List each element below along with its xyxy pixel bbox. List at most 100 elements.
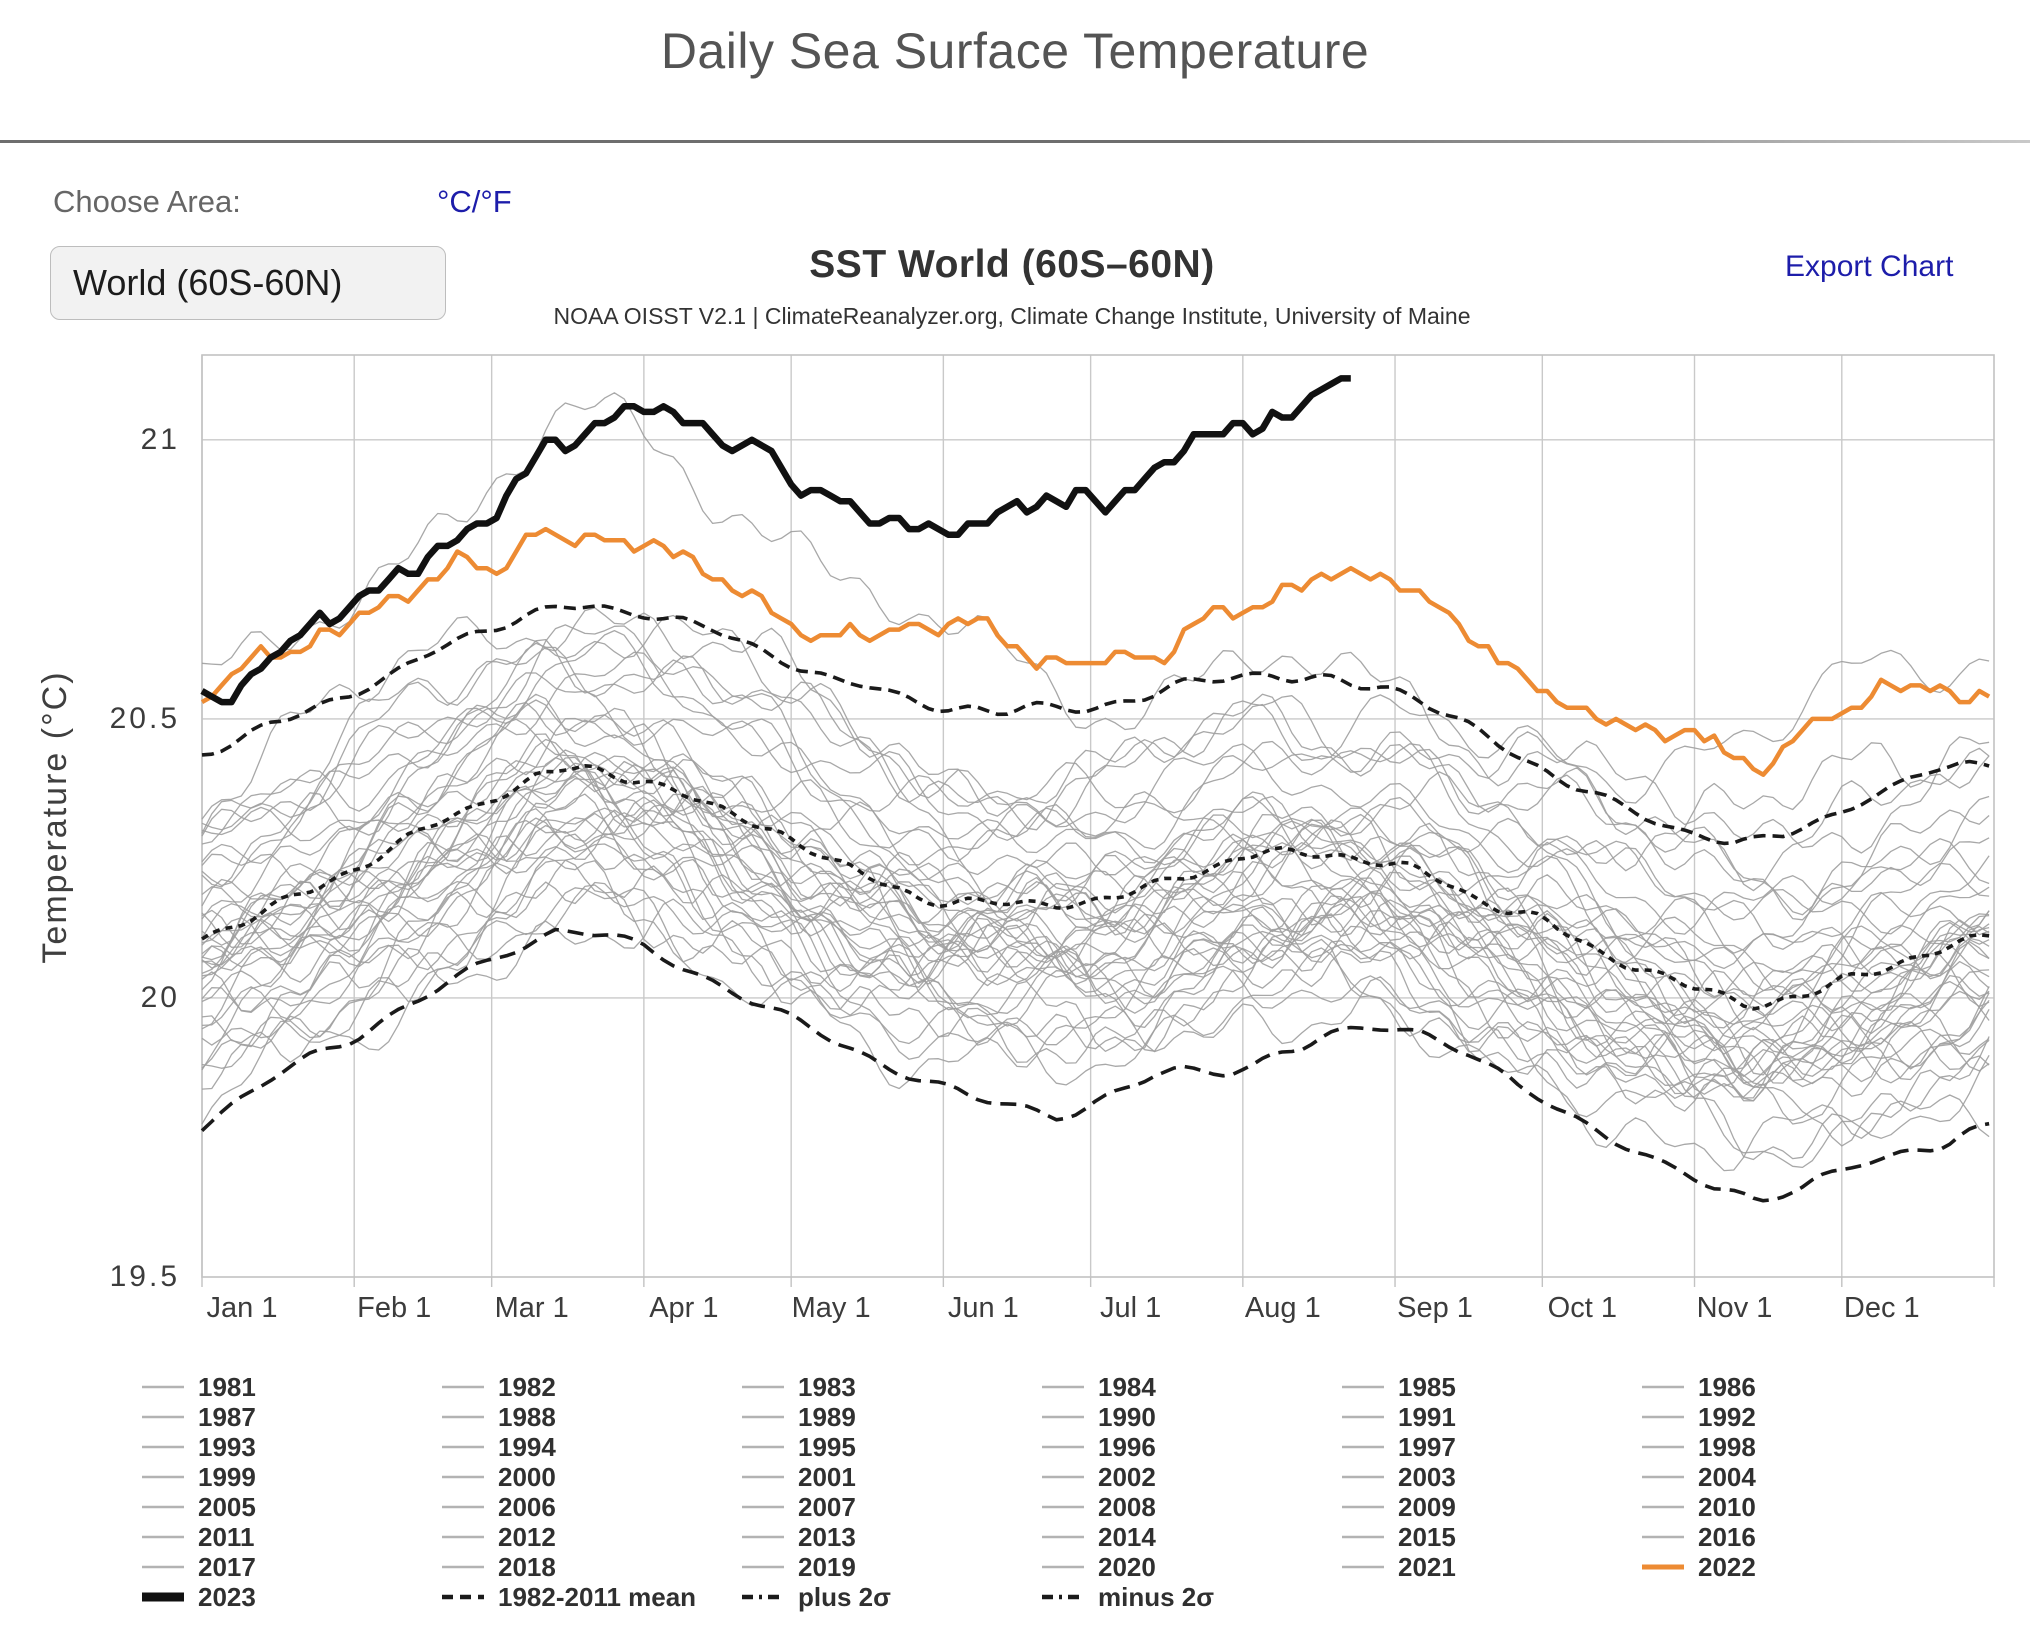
legend-item-2000[interactable]: 2000 [440,1462,740,1493]
legend-label: 2004 [1698,1461,1756,1492]
y-tick-label: 21 [140,422,180,456]
legend-label: 1989 [798,1401,856,1432]
legend-item-1996[interactable]: 1996 [1040,1432,1340,1463]
legend-swatch [1642,1415,1684,1419]
legend-item-1990[interactable]: 1990 [1040,1402,1340,1433]
legend-item-2020[interactable]: 2020 [1040,1552,1340,1583]
legend-item-1988[interactable]: 1988 [440,1402,740,1433]
legend-label: 1982-2011 mean [498,1581,697,1612]
legend-item-2009[interactable]: 2009 [1340,1492,1640,1523]
legend-item-2008[interactable]: 2008 [1040,1492,1340,1523]
legend-swatch [142,1445,184,1449]
legend-item-1981[interactable]: 1981 [140,1372,440,1403]
legend-label: 2022 [1698,1551,1756,1582]
x-tick-label: Feb 1 [357,1292,432,1324]
legend-item-2002[interactable]: 2002 [1040,1462,1340,1493]
legend-label: 1981 [198,1371,256,1402]
x-tick-label: Sep 1 [1397,1292,1473,1324]
chart-subtitle: NOAA OISST V2.1 | ClimateReanalyzer.org,… [553,303,1471,329]
legend-swatch [742,1415,784,1419]
x-tick-label: Jun 1 [947,1292,1019,1324]
legend-item-1987[interactable]: 1987 [140,1402,440,1433]
legend-label: 2017 [198,1551,256,1582]
legend-item-1993[interactable]: 1993 [140,1432,440,1463]
legend-label: 1990 [1098,1401,1156,1432]
legend-item-2019[interactable]: 2019 [740,1552,1040,1583]
legend-item-mean-1982-2011[interactable]: 1982-2011 mean [440,1582,740,1613]
legend-label: 2019 [798,1551,856,1582]
legend-item-1997[interactable]: 1997 [1340,1432,1640,1463]
legend-label: 1988 [498,1401,556,1432]
legend-swatch [1642,1564,1684,1570]
legend-label: 2018 [498,1551,556,1582]
legend-item-1989[interactable]: 1989 [740,1402,1040,1433]
legend-item-2010[interactable]: 2010 [1640,1492,1940,1523]
legend-label: minus 2σ [1098,1581,1215,1612]
legend-label: 1984 [1098,1371,1156,1402]
legend-item-1984[interactable]: 1984 [1040,1372,1340,1403]
legend-item-2001[interactable]: 2001 [740,1462,1040,1493]
legend-item-1995[interactable]: 1995 [740,1432,1040,1463]
unit-toggle-link[interactable]: °C/°F [437,184,512,219]
legend-label: 1998 [1698,1431,1756,1462]
legend-item-2012[interactable]: 2012 [440,1522,740,1553]
legend-item-1991[interactable]: 1991 [1340,1402,1640,1433]
legend-item-2022[interactable]: 2022 [1640,1552,1940,1583]
legend-item-2013[interactable]: 2013 [740,1522,1040,1553]
legend-swatch [142,1565,184,1569]
choose-area-label: Choose Area: [53,184,241,219]
legend-item-2006[interactable]: 2006 [440,1492,740,1523]
x-axis-tick-labels: Jan 1 Feb 1 Mar 1 Apr 1 May 1 Jun 1 Jul 1 Aug 1… [0,1292,2030,1332]
legend-item-1999[interactable]: 1999 [140,1462,440,1493]
legend-swatch [1642,1445,1684,1449]
legend-item-1983[interactable]: 1983 [740,1372,1040,1403]
legend-item-2016[interactable]: 2016 [1640,1522,1940,1553]
legend-item-2023[interactable]: 2023 [140,1582,440,1613]
legend-swatch [1042,1594,1084,1600]
legend-item-2018[interactable]: 2018 [440,1552,740,1583]
legend-item-2011[interactable]: 2011 [140,1522,440,1553]
area-select[interactable]: World (60S-60N) [50,246,446,320]
legend-swatch [742,1535,784,1539]
legend-swatch [1342,1535,1384,1539]
legend-label: 2001 [798,1461,856,1492]
legend-item-1986[interactable]: 1986 [1640,1372,1940,1403]
legend-item-1994[interactable]: 1994 [440,1432,740,1463]
legend-label: 1986 [1698,1371,1756,1402]
legend-item-2005[interactable]: 2005 [140,1492,440,1523]
export-chart-button[interactable]: Export Chart [1733,250,1953,284]
legend-item-1998[interactable]: 1998 [1640,1432,1940,1463]
legend-item-2021[interactable]: 2021 [1340,1552,1640,1583]
legend-label: 2003 [1398,1461,1456,1492]
x-tick-label: Dec 1 [1843,1292,1920,1324]
y-tick-label: 20.5 [109,701,180,735]
legend-label: 2012 [498,1521,556,1552]
legend-swatch [1642,1475,1684,1479]
legend-item-1992[interactable]: 1992 [1640,1402,1940,1433]
area-select-value: World (60S-60N) [73,262,343,303]
legend-item-2017[interactable]: 2017 [140,1552,440,1583]
legend-item-2015[interactable]: 2015 [1340,1522,1640,1553]
legend-item-1982[interactable]: 1982 [440,1372,740,1403]
x-tick-label: Nov 1 [1696,1292,1773,1324]
legend-label: 1995 [798,1431,856,1462]
legend-item-2007[interactable]: 2007 [740,1492,1040,1523]
legend-label: plus 2σ [798,1581,891,1612]
legend-item-minus-2sigma[interactable]: minus 2σ [1040,1582,1340,1613]
legend-swatch [442,1594,484,1600]
legend-label: 1982 [498,1371,556,1402]
x-tick-label: May 1 [791,1292,871,1324]
legend-swatch [442,1535,484,1539]
legend-swatch [742,1385,784,1389]
legend-label: 1997 [1398,1431,1456,1462]
legend-item-2003[interactable]: 2003 [1340,1462,1640,1493]
legend-label: 1994 [498,1431,556,1462]
legend-item-plus-2sigma[interactable]: plus 2σ [740,1582,1040,1613]
legend-label: 1996 [1098,1431,1156,1462]
legend-item-2014[interactable]: 2014 [1040,1522,1340,1553]
legend-item-1985[interactable]: 1985 [1340,1372,1640,1403]
legend-label: 1985 [1398,1371,1456,1402]
legend-item-2004[interactable]: 2004 [1640,1462,1940,1493]
page-title: Daily Sea Surface Temperature [660,23,1370,79]
